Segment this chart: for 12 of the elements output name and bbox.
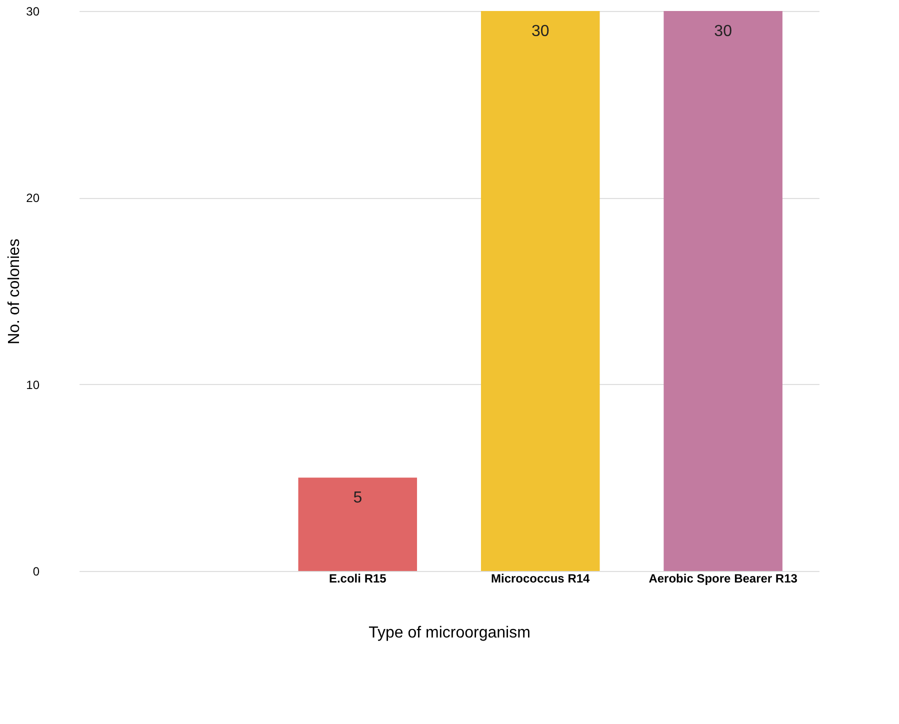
data-label: 30 xyxy=(714,23,732,40)
y-tick-label: 0 xyxy=(32,564,40,578)
y-tick-label: 10 xyxy=(26,378,40,392)
x-tick-label: Micrococcus R14 xyxy=(491,572,590,586)
data-label: 30 xyxy=(531,23,550,40)
x-axis-title: Type of microorganism xyxy=(368,624,530,642)
x-tick-label: E.coli R15 xyxy=(328,572,387,586)
y-axis-title: No. of colonies xyxy=(6,238,24,344)
x-tick-label: Aerobic Spore Bearer R13 xyxy=(648,572,798,586)
y-tick-label: 30 xyxy=(26,4,40,18)
y-tick-label: 20 xyxy=(26,191,40,206)
data-label: 5 xyxy=(353,490,362,507)
